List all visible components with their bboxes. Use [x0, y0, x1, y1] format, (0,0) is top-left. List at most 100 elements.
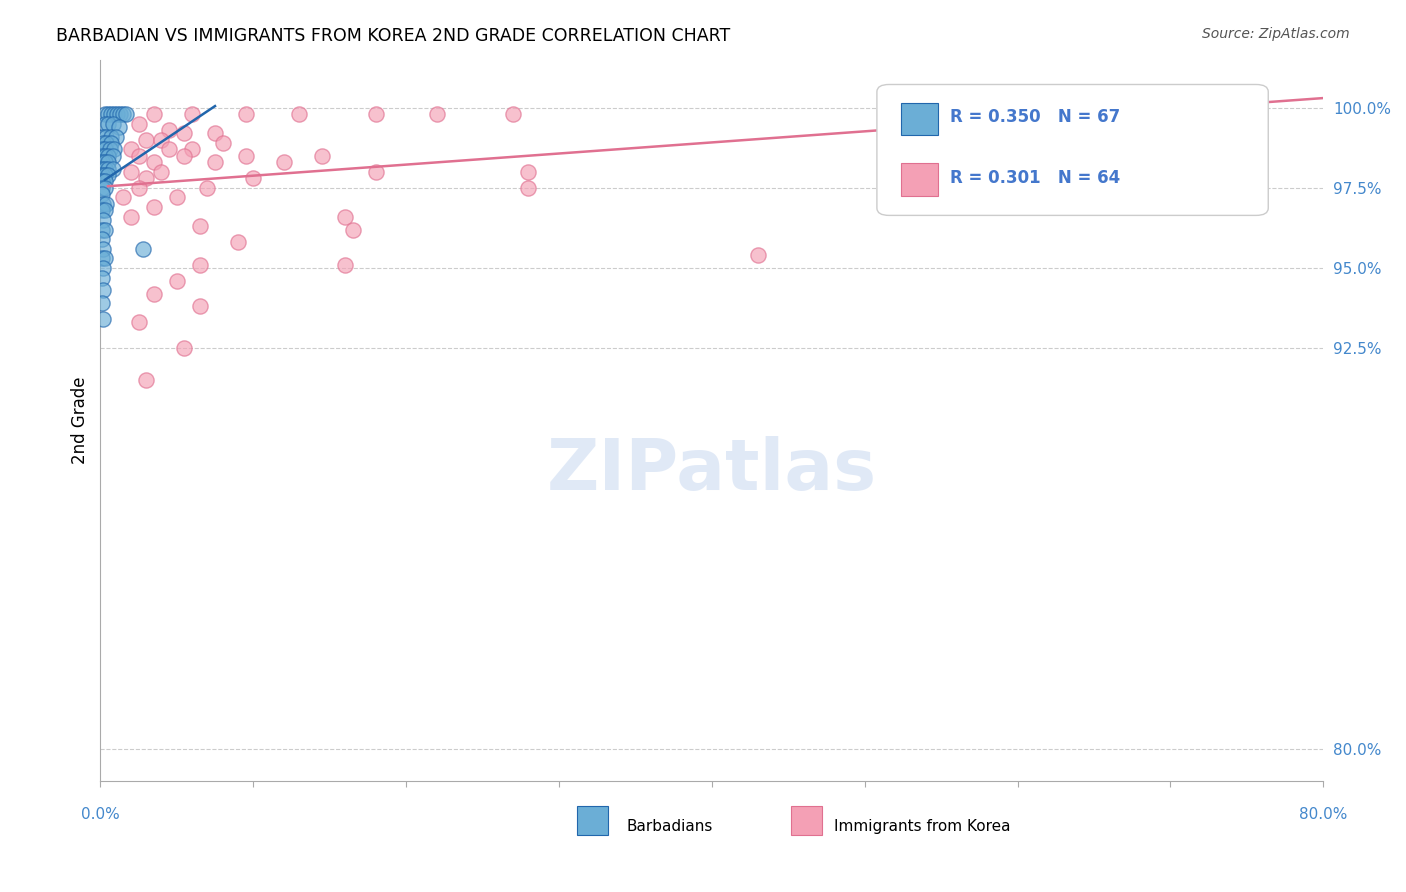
Point [90, 203, 112, 218]
Point [101, 117, 124, 131]
Point [166, 190, 188, 204]
Point [90, 181, 112, 195]
Text: R = 0.301   N = 64: R = 0.301 N = 64 [950, 169, 1121, 186]
Point [128, 181, 150, 195]
Point [94, 168, 117, 182]
Point [173, 149, 195, 163]
Point [115, 107, 138, 121]
Point [97, 149, 120, 163]
Point [90, 155, 112, 169]
Point [94, 142, 117, 156]
Point [226, 235, 249, 250]
Point [97, 107, 120, 121]
Point [97, 117, 120, 131]
Point [105, 107, 128, 121]
Point [98, 142, 121, 156]
Point [242, 171, 264, 186]
Point [157, 123, 180, 137]
Point [333, 210, 356, 224]
Text: R = 0.350   N = 67: R = 0.350 N = 67 [950, 108, 1121, 127]
Point [94, 181, 117, 195]
Text: Immigrants from Korea: Immigrants from Korea [834, 820, 1011, 834]
FancyBboxPatch shape [877, 85, 1268, 215]
Point [96, 136, 118, 150]
Point [112, 107, 135, 121]
Point [93, 129, 115, 144]
Point [93, 312, 115, 326]
Bar [578, 806, 607, 835]
Point [333, 258, 356, 272]
Point [211, 136, 233, 150]
Point [90, 252, 112, 266]
Point [195, 181, 218, 195]
Point [103, 142, 125, 156]
Point [342, 222, 364, 236]
Point [90, 149, 112, 163]
Point [94, 155, 117, 169]
Point [128, 117, 150, 131]
Point [188, 300, 211, 314]
Text: Barbadians: Barbadians [626, 820, 713, 834]
Point [103, 107, 125, 121]
Point [94, 222, 117, 236]
Point [101, 149, 124, 163]
Point [181, 142, 204, 156]
Bar [901, 103, 938, 136]
Point [273, 155, 295, 169]
Point [142, 155, 165, 169]
Point [364, 165, 387, 179]
Point [235, 149, 257, 163]
Point [100, 129, 122, 144]
Point [94, 149, 117, 163]
Point [94, 252, 117, 266]
Point [173, 126, 195, 140]
Bar [901, 163, 938, 195]
Point [517, 165, 540, 179]
Point [128, 316, 150, 330]
Text: 0.0%: 0.0% [82, 806, 120, 822]
Point [135, 373, 157, 387]
Point [364, 107, 387, 121]
Point [93, 284, 115, 298]
Point [90, 168, 112, 182]
Point [94, 161, 117, 176]
Text: 80.0%: 80.0% [1299, 806, 1347, 822]
Point [110, 107, 132, 121]
Point [90, 222, 112, 236]
Point [142, 286, 165, 301]
Point [90, 161, 112, 176]
Point [166, 274, 188, 288]
Point [128, 149, 150, 163]
Point [90, 174, 112, 188]
Point [120, 142, 142, 156]
Point [173, 341, 195, 355]
Point [142, 200, 165, 214]
Point [94, 117, 117, 131]
Point [90, 142, 112, 156]
Point [93, 197, 115, 211]
Point [135, 171, 157, 186]
Point [135, 133, 157, 147]
Point [150, 133, 173, 147]
Point [101, 161, 124, 176]
Point [517, 181, 540, 195]
Point [120, 165, 142, 179]
Point [157, 142, 180, 156]
Point [97, 155, 120, 169]
Point [90, 270, 112, 285]
Point [94, 107, 117, 121]
Point [502, 107, 524, 121]
Text: Source: ZipAtlas.com: Source: ZipAtlas.com [1202, 27, 1350, 41]
Point [97, 168, 120, 182]
Point [96, 129, 118, 144]
Point [142, 107, 165, 121]
Y-axis label: 2nd Grade: 2nd Grade [72, 376, 89, 464]
Point [747, 248, 769, 262]
Point [93, 136, 115, 150]
Point [288, 107, 311, 121]
Point [90, 296, 112, 310]
Text: ZIPatlas: ZIPatlas [547, 436, 877, 505]
Point [94, 203, 117, 218]
Point [204, 155, 226, 169]
Point [132, 242, 155, 256]
